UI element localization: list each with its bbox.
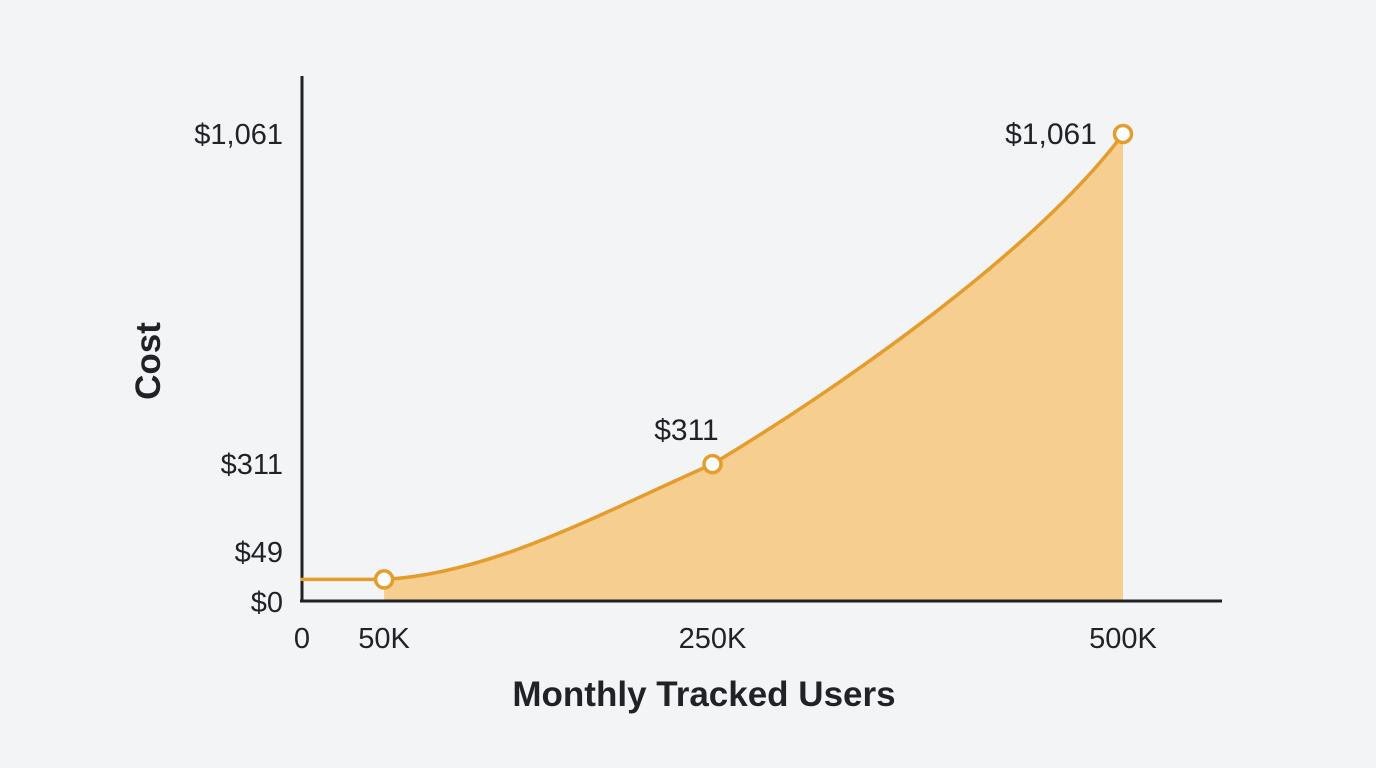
x-tick-label: 0 — [294, 623, 310, 655]
data-point-marker — [373, 569, 395, 590]
data-point-marker — [702, 453, 723, 475]
y-tick-label: $311 — [221, 449, 283, 481]
series-line — [300, 132, 1125, 582]
y-tick-label: $0 — [251, 587, 283, 619]
y-axis-title: Cost — [129, 322, 168, 400]
data-markers — [373, 123, 1134, 590]
x-tick-label: 50K — [358, 623, 410, 655]
y-tick-label: $1,061 — [194, 119, 283, 151]
data-point-marker — [1112, 123, 1134, 145]
y-tick-labels: $0 $49 $311 $1,061 — [194, 119, 283, 619]
data-labels: $311 $1,061 — [654, 118, 1097, 447]
x-tick-labels: 0 50K 250K 500K — [294, 623, 1158, 655]
area-fill — [384, 134, 1124, 601]
data-label: $1,061 — [1005, 118, 1097, 151]
data-label: $311 — [654, 414, 719, 447]
x-tick-label: 500K — [1089, 623, 1157, 655]
y-tick-label: $49 — [235, 537, 283, 569]
x-tick-label: 250K — [679, 623, 747, 655]
x-axis-title: Monthly Tracked Users — [512, 675, 895, 714]
